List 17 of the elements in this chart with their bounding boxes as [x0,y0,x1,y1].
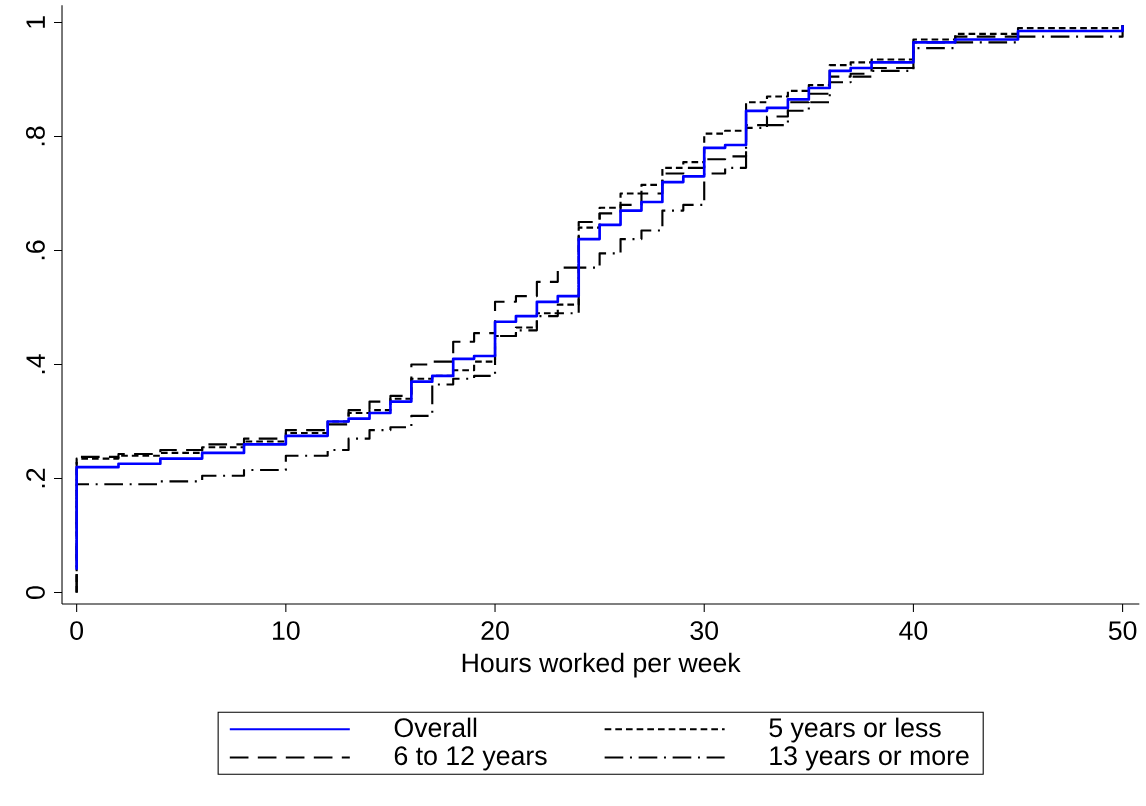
y-tick-label: .6 [25,240,45,260]
x-tick-label: 30 [690,621,718,641]
y-tick-label: .2 [26,468,45,488]
x-tick-label: 10 [273,621,300,641]
legend-label: 6 to 12 years [394,746,547,771]
y-tick-label: 1 [26,16,45,28]
x-tick-label: 50 [1108,621,1137,641]
x-axis-title: Hours worked per week [462,652,741,678]
legend-label: Overall [394,717,477,738]
legend-label: 13 years or more [770,746,969,771]
legend-label: 5 years or less [769,717,941,743]
y-tick-label: 0 [25,586,45,599]
x-tick-label: 20 [481,621,509,641]
x-tick-label: 40 [899,621,928,641]
x-tick-label: 0 [70,621,84,641]
y-tick-label: .8 [25,126,45,146]
y-tick-label: .4 [26,354,45,374]
